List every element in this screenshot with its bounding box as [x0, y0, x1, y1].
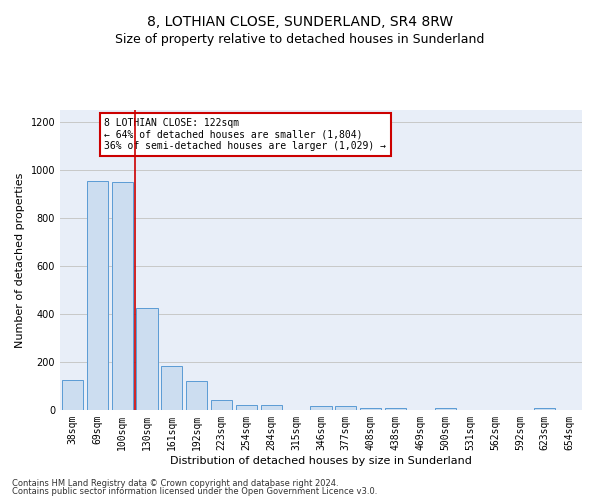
- Bar: [360, 408, 381, 410]
- Text: Contains HM Land Registry data © Crown copyright and database right 2024.: Contains HM Land Registry data © Crown c…: [12, 478, 338, 488]
- Bar: [136, 308, 158, 410]
- Text: 8 LOTHIAN CLOSE: 122sqm
← 64% of detached houses are smaller (1,804)
36% of semi: 8 LOTHIAN CLOSE: 122sqm ← 64% of detache…: [104, 118, 386, 150]
- Text: 8, LOTHIAN CLOSE, SUNDERLAND, SR4 8RW: 8, LOTHIAN CLOSE, SUNDERLAND, SR4 8RW: [147, 15, 453, 29]
- Bar: [534, 408, 555, 410]
- Bar: [261, 405, 282, 410]
- Bar: [161, 366, 182, 410]
- Bar: [236, 405, 257, 410]
- Text: Size of property relative to detached houses in Sunderland: Size of property relative to detached ho…: [115, 32, 485, 46]
- Bar: [435, 408, 456, 410]
- Bar: [112, 182, 133, 410]
- Y-axis label: Number of detached properties: Number of detached properties: [15, 172, 25, 348]
- Bar: [335, 406, 356, 410]
- Bar: [186, 381, 207, 410]
- Bar: [87, 181, 108, 410]
- Bar: [385, 408, 406, 410]
- Bar: [310, 406, 332, 410]
- Bar: [211, 400, 232, 410]
- Text: Contains public sector information licensed under the Open Government Licence v3: Contains public sector information licen…: [12, 487, 377, 496]
- Bar: [62, 380, 83, 410]
- X-axis label: Distribution of detached houses by size in Sunderland: Distribution of detached houses by size …: [170, 456, 472, 466]
